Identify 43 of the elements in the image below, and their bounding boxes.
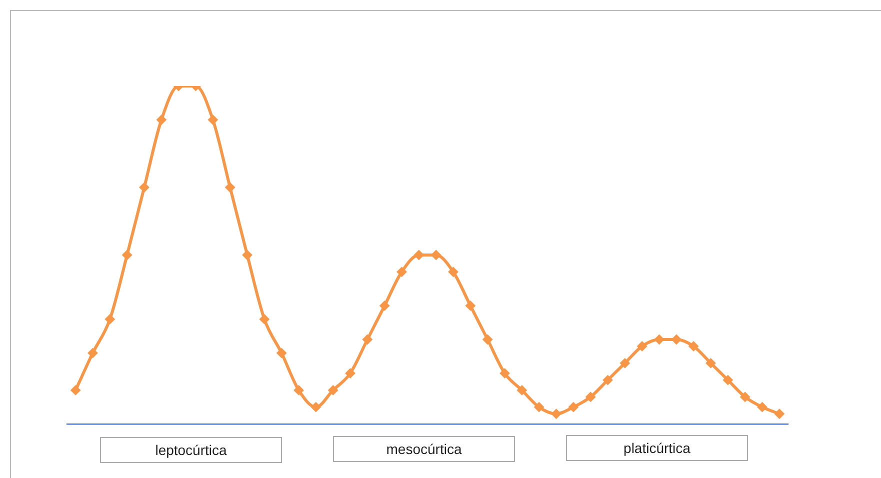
point [70, 385, 81, 396]
point [568, 402, 578, 412]
point [259, 314, 270, 324]
point [208, 114, 218, 125]
point [396, 266, 407, 277]
point [620, 358, 630, 368]
point [414, 250, 424, 260]
point [688, 341, 699, 352]
point [740, 392, 750, 402]
point [586, 392, 596, 402]
point [671, 334, 682, 344]
point [482, 334, 493, 344]
point [242, 250, 252, 260]
point [448, 266, 458, 277]
point [706, 358, 716, 368]
point [380, 300, 390, 311]
point [345, 368, 356, 378]
point [637, 341, 648, 352]
point [88, 348, 98, 358]
point [500, 368, 510, 378]
point [465, 300, 476, 311]
point [276, 348, 287, 358]
point [294, 385, 304, 396]
point [328, 385, 338, 396]
text: leptocúrtica [100, 437, 282, 463]
point [551, 408, 562, 419]
point [757, 402, 768, 412]
point [602, 375, 613, 386]
point [774, 408, 784, 419]
point [139, 182, 150, 192]
point [722, 375, 733, 386]
point [654, 334, 664, 344]
point [104, 314, 115, 324]
point [516, 385, 527, 396]
point [156, 114, 166, 125]
point [431, 250, 442, 260]
point [122, 250, 132, 260]
point [534, 402, 544, 412]
text: mesocúrtica [333, 436, 515, 462]
point [225, 182, 236, 192]
point [362, 334, 372, 344]
point [310, 402, 321, 412]
text: platicúrtica [566, 435, 748, 461]
